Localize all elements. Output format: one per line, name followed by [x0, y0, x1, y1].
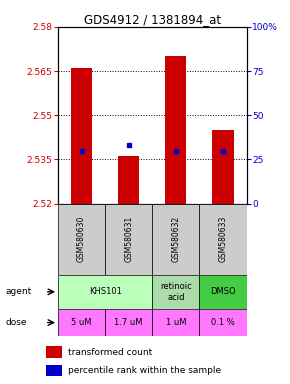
Text: GSM580630: GSM580630 — [77, 216, 86, 262]
Bar — [105, 204, 152, 275]
Bar — [200, 204, 246, 275]
Bar — [71, 68, 92, 204]
Bar — [105, 309, 152, 336]
Title: GDS4912 / 1381894_at: GDS4912 / 1381894_at — [84, 13, 221, 26]
Bar — [152, 275, 200, 309]
Text: GSM580631: GSM580631 — [124, 216, 133, 262]
Bar — [212, 130, 233, 204]
Text: retinoic
acid: retinoic acid — [160, 282, 192, 301]
Text: transformed count: transformed count — [68, 348, 152, 357]
Text: 0.1 %: 0.1 % — [211, 318, 235, 327]
Text: GSM580633: GSM580633 — [218, 216, 227, 262]
Bar — [165, 56, 186, 204]
Text: KHS101: KHS101 — [89, 287, 122, 296]
Text: 5 uM: 5 uM — [71, 318, 92, 327]
Text: 1.7 uM: 1.7 uM — [115, 318, 143, 327]
Bar — [118, 156, 139, 204]
Bar — [46, 346, 62, 358]
Text: agent: agent — [6, 287, 32, 296]
Bar — [200, 309, 246, 336]
Bar — [46, 365, 62, 376]
Text: GSM580632: GSM580632 — [171, 216, 180, 262]
Text: DMSO: DMSO — [210, 287, 236, 296]
Bar — [200, 275, 246, 309]
Bar — [58, 204, 105, 275]
Bar — [152, 204, 200, 275]
Text: 1 uM: 1 uM — [166, 318, 186, 327]
Text: percentile rank within the sample: percentile rank within the sample — [68, 366, 221, 375]
Bar — [152, 309, 200, 336]
Text: dose: dose — [6, 318, 27, 327]
Bar — [58, 309, 105, 336]
Bar — [58, 275, 152, 309]
